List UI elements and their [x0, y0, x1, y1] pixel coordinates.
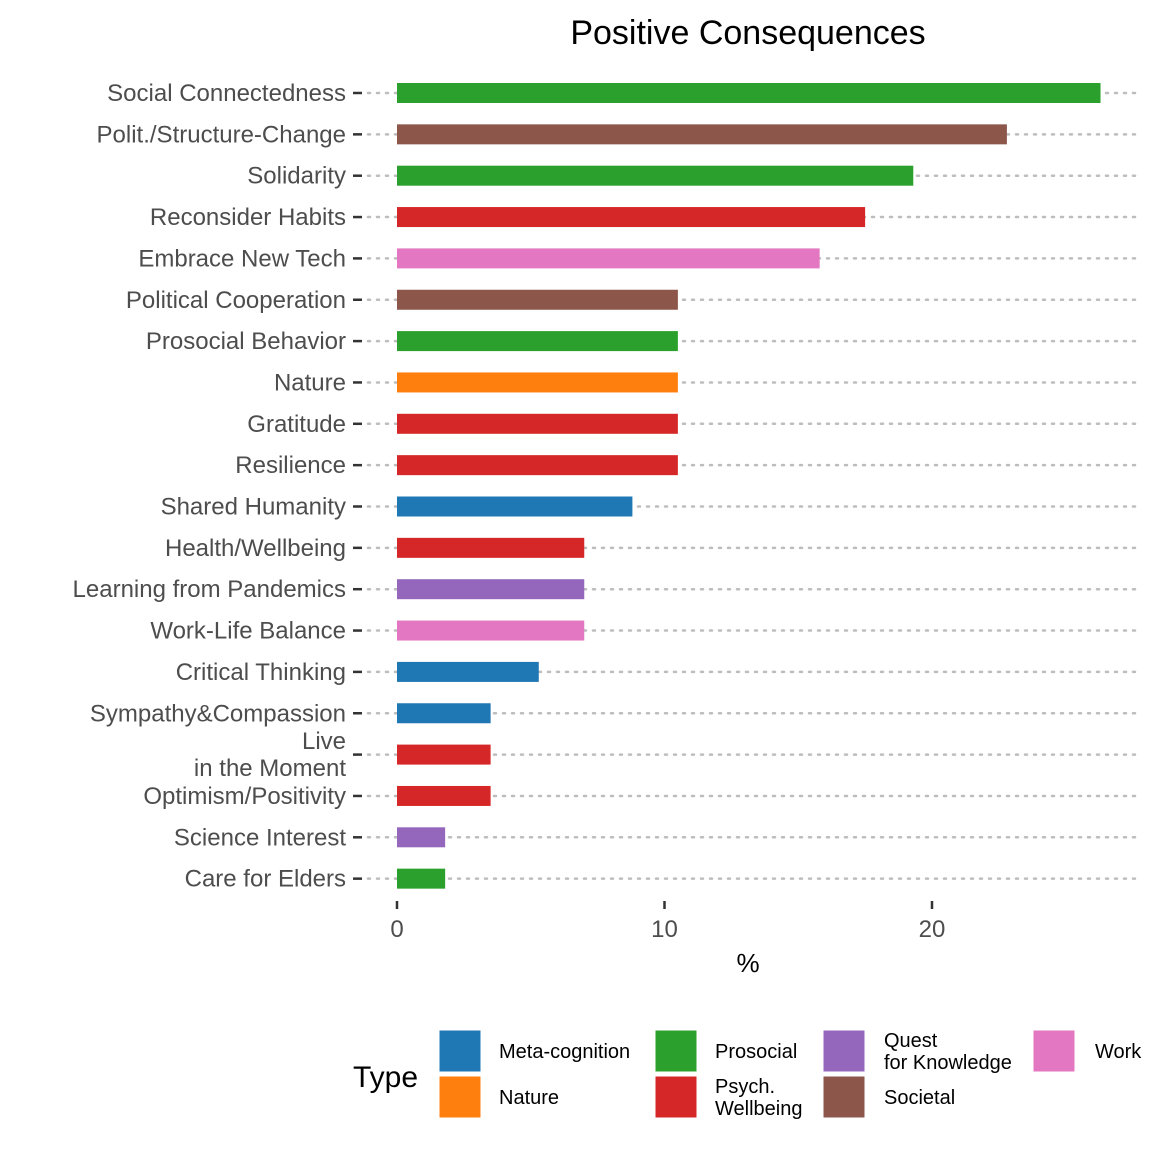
category-label: Prosocial Behavior	[146, 328, 346, 355]
category-label: Gratitude	[247, 411, 346, 438]
legend-key	[438, 1029, 482, 1073]
legend-key	[438, 1075, 482, 1119]
category-label: Solidarity	[247, 163, 346, 190]
category-label: Embrace New Tech	[138, 245, 346, 272]
category-label: Optimism/Positivity	[143, 783, 346, 810]
bar	[397, 83, 1101, 103]
bar	[397, 289, 678, 310]
bar	[397, 579, 585, 600]
legend-label: Meta-cognition	[499, 1041, 630, 1063]
x-tick-label: 20	[919, 916, 946, 943]
x-tick-label: 10	[651, 916, 678, 943]
plot-area: Social Connectedness Polit./Structure-Cha…	[73, 80, 1137, 943]
legend-title: Type	[353, 1061, 418, 1094]
x-tick-label: 0	[390, 916, 403, 943]
bar	[397, 868, 446, 889]
category-label: Social Connectedness	[107, 80, 346, 107]
bar	[397, 661, 539, 682]
category-label: Health/Wellbeing	[165, 535, 346, 562]
bar	[397, 248, 820, 269]
category-label: Critical Thinking	[176, 659, 346, 686]
bar	[397, 785, 491, 806]
category-label: Shared Humanity	[161, 494, 346, 521]
bar	[397, 703, 491, 724]
category-label: Polit./Structure-Change	[97, 121, 346, 148]
bar	[397, 413, 678, 434]
category-label: Work-Life Balance	[150, 618, 346, 645]
category-label: Learning from Pandemics	[73, 576, 346, 603]
category-label: Live in the Moment	[194, 728, 346, 782]
bar	[397, 537, 585, 558]
legend-label: Societal	[884, 1087, 955, 1109]
legend-key	[654, 1029, 698, 1073]
legend-key	[1032, 1029, 1076, 1073]
bar	[397, 744, 491, 765]
legend-key	[822, 1029, 866, 1073]
bar	[397, 372, 678, 393]
category-label: Care for Elders	[185, 866, 346, 893]
category-label: Science Interest	[174, 824, 346, 851]
bar	[397, 827, 446, 848]
bar	[397, 620, 585, 641]
category-label: Resilience	[235, 452, 346, 479]
x-axis-title: %	[736, 948, 759, 978]
legend-label: Psych. Wellbeing	[715, 1076, 802, 1120]
legend-key	[654, 1075, 698, 1119]
bar	[397, 124, 1007, 145]
chart-title: Positive Consequences	[570, 14, 925, 52]
legend-key	[822, 1075, 866, 1119]
legend: Type Meta-cognition Nature Prosocial Psych.…	[353, 1029, 1142, 1120]
legend-label: Work	[1095, 1041, 1142, 1063]
category-label: Reconsider Habits	[150, 204, 346, 231]
bar	[397, 455, 678, 476]
category-label: Nature	[274, 369, 346, 396]
category-label: Sympathy&Compassion	[90, 700, 346, 727]
bar	[397, 207, 866, 228]
bar	[397, 165, 914, 186]
bar	[397, 331, 678, 352]
legend-label: Quest for Knowledge	[884, 1030, 1012, 1074]
legend-label: Prosocial	[715, 1041, 797, 1063]
category-label: Political Cooperation	[126, 287, 346, 314]
bar	[397, 496, 633, 517]
legend-label: Nature	[499, 1087, 559, 1109]
